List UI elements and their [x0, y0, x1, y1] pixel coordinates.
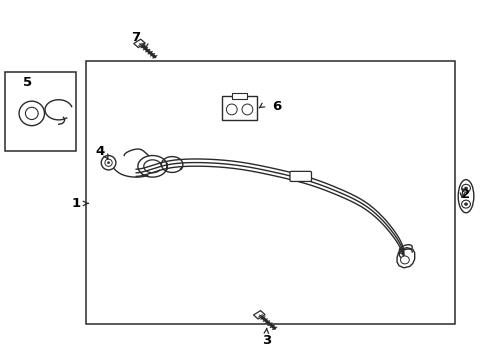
Text: 6: 6 — [271, 100, 280, 113]
Text: 2: 2 — [460, 188, 469, 201]
Bar — [222, 96, 257, 120]
Ellipse shape — [464, 187, 467, 189]
Ellipse shape — [226, 104, 237, 115]
Ellipse shape — [400, 256, 408, 264]
Text: 3: 3 — [262, 334, 270, 347]
Ellipse shape — [461, 184, 469, 192]
Polygon shape — [253, 311, 264, 319]
Ellipse shape — [107, 162, 109, 164]
FancyBboxPatch shape — [289, 171, 311, 181]
Ellipse shape — [25, 107, 38, 120]
Ellipse shape — [104, 159, 112, 166]
Bar — [5, 72, 76, 151]
Bar — [85, 61, 454, 324]
Ellipse shape — [461, 200, 469, 208]
Polygon shape — [133, 39, 145, 48]
Text: 5: 5 — [23, 76, 32, 89]
Ellipse shape — [19, 101, 44, 126]
Ellipse shape — [101, 156, 116, 170]
Text: 4: 4 — [96, 145, 104, 158]
Ellipse shape — [464, 203, 467, 205]
Text: 1: 1 — [71, 197, 80, 210]
Text: 7: 7 — [131, 31, 140, 44]
Ellipse shape — [242, 104, 252, 115]
Bar — [231, 93, 247, 99]
Ellipse shape — [457, 180, 473, 213]
